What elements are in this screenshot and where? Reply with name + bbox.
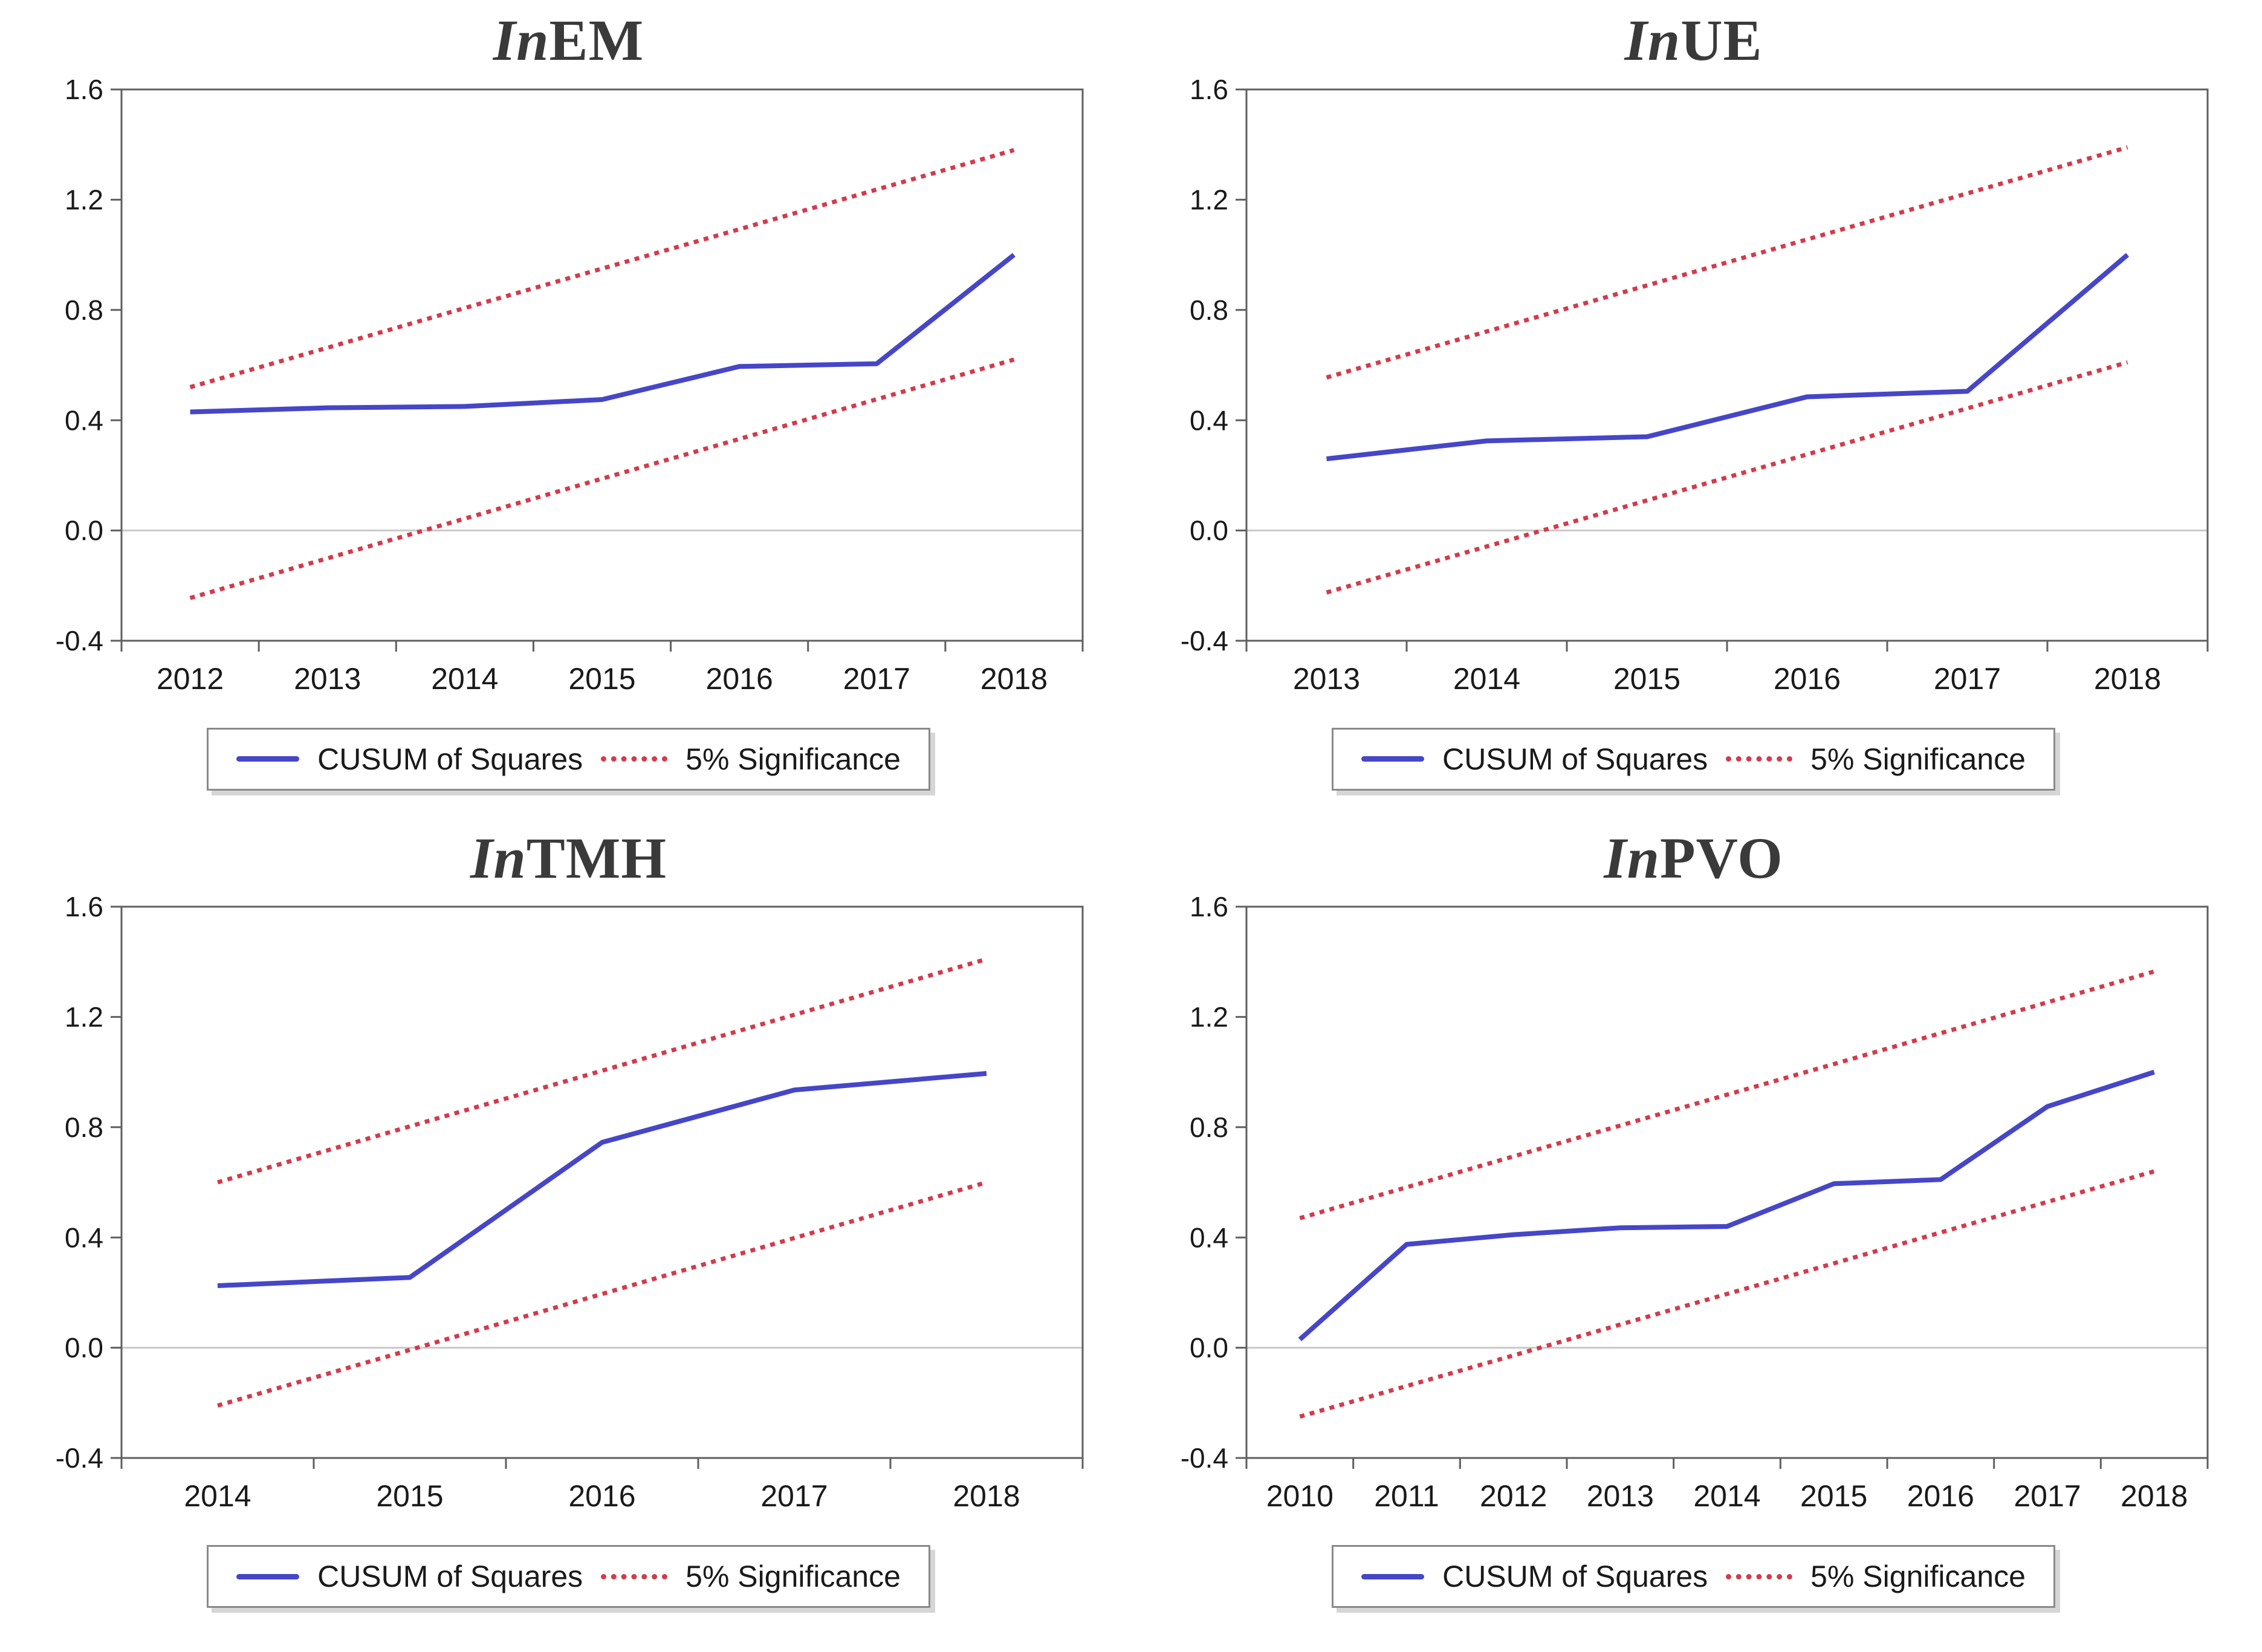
svg-text:0.0: 0.0 xyxy=(1190,1332,1228,1364)
chart-title: InUE xyxy=(1624,8,1762,73)
svg-text:0.8: 0.8 xyxy=(1190,1112,1228,1143)
svg-text:2018: 2018 xyxy=(2121,1479,2188,1513)
svg-text:1.6: 1.6 xyxy=(65,79,103,105)
svg-text:2017: 2017 xyxy=(1933,662,2000,696)
cusum-line-swatch xyxy=(1361,1573,1425,1579)
chart-title: InTMH xyxy=(470,826,667,890)
svg-text:2015: 2015 xyxy=(1613,662,1680,696)
svg-text:0.8: 0.8 xyxy=(65,294,103,325)
svg-text:-0.4: -0.4 xyxy=(55,625,103,656)
chart-legend: CUSUM of Squares 5% Significance xyxy=(207,1545,930,1608)
svg-text:2015: 2015 xyxy=(568,662,635,696)
cusum-line-swatch xyxy=(236,1573,300,1579)
svg-text:-0.4: -0.4 xyxy=(1180,625,1228,656)
significance-legend-label: 5% Significance xyxy=(1810,742,2026,776)
svg-text:2013: 2013 xyxy=(1586,1479,1653,1513)
significance-legend-label: 5% Significance xyxy=(1810,1560,2026,1594)
svg-text:2013: 2013 xyxy=(1292,662,1359,696)
svg-text:2018: 2018 xyxy=(953,1479,1020,1513)
chart-title-main: PVO xyxy=(1660,825,1783,890)
chart-panel-inue: InUE -0.4 0.0 0.4 0.8 1.2 1.6 2013 2014 2015 2016… xyxy=(1143,5,2244,823)
svg-text:2017: 2017 xyxy=(760,1479,828,1513)
svg-text:2014: 2014 xyxy=(431,662,498,696)
svg-text:-0.4: -0.4 xyxy=(55,1442,103,1474)
cusum-legend-label: CUSUM of Squares xyxy=(317,1560,583,1594)
cusum-of-squares-chart: -0.4 0.0 0.4 0.8 1.2 1.6 2010 2011 2012 2013 2014 2… xyxy=(1180,896,2208,1513)
chart-legend: CUSUM of Squares 5% Significance xyxy=(1332,1545,2055,1608)
significance-legend-label: 5% Significance xyxy=(685,1560,901,1594)
chart-panel-inem: InEM -0.4 0.0 0.4 0.8 1.2 1.6 2012 2013 2014 2015… xyxy=(18,5,1119,823)
cusum-legend-label: CUSUM of Squares xyxy=(1442,742,1708,776)
svg-text:2011: 2011 xyxy=(1374,1479,1439,1513)
svg-text:2017: 2017 xyxy=(2014,1479,2081,1513)
chart-title-prefix: In xyxy=(1604,825,1661,890)
svg-text:0.0: 0.0 xyxy=(65,514,103,546)
svg-text:1.2: 1.2 xyxy=(65,184,103,215)
svg-text:2016: 2016 xyxy=(568,1479,635,1513)
chart-legend: CUSUM of Squares 5% Significance xyxy=(207,727,930,791)
svg-text:1.2: 1.2 xyxy=(65,1002,103,1033)
svg-text:1.2: 1.2 xyxy=(1190,1002,1228,1033)
chart-title-prefix: In xyxy=(1624,8,1681,73)
svg-text:0.8: 0.8 xyxy=(1190,294,1228,325)
svg-text:1.6: 1.6 xyxy=(1190,79,1228,105)
svg-text:0.4: 0.4 xyxy=(65,404,103,436)
cusum-of-squares-chart: -0.4 0.0 0.4 0.8 1.2 1.6 2013 2014 2015 2016 2017 2… xyxy=(1180,79,2208,696)
svg-text:2013: 2013 xyxy=(294,662,361,696)
svg-text:2018: 2018 xyxy=(980,662,1047,696)
significance-legend-label: 5% Significance xyxy=(685,742,901,776)
svg-text:2012: 2012 xyxy=(156,662,223,696)
cusum-legend-label: CUSUM of Squares xyxy=(1442,1560,1708,1594)
svg-text:1.2: 1.2 xyxy=(1190,184,1228,215)
cusum-of-squares-chart: -0.4 0.0 0.4 0.8 1.2 1.6 2014 2015 2016 2017 2018 xyxy=(55,896,1083,1513)
svg-text:0.4: 0.4 xyxy=(1190,404,1228,436)
significance-line-swatch xyxy=(601,1573,668,1579)
chart-title-main: UE xyxy=(1680,8,1763,73)
svg-text:2014: 2014 xyxy=(184,1479,251,1513)
svg-text:0.0: 0.0 xyxy=(1190,514,1228,546)
svg-text:2018: 2018 xyxy=(2093,662,2160,696)
significance-line-swatch xyxy=(1726,756,1793,762)
chart-title: InEM xyxy=(493,8,644,73)
svg-text:0.0: 0.0 xyxy=(65,1332,103,1364)
chart-title-prefix: In xyxy=(493,8,549,73)
cusum-line-swatch xyxy=(236,756,300,762)
chart-title-main: EM xyxy=(549,8,644,73)
svg-text:2012: 2012 xyxy=(1480,1479,1547,1513)
svg-text:2016: 2016 xyxy=(705,662,773,696)
svg-text:2014: 2014 xyxy=(1693,1479,1760,1513)
significance-line-swatch xyxy=(601,756,668,762)
svg-text:0.4: 0.4 xyxy=(65,1222,103,1253)
svg-text:2015: 2015 xyxy=(376,1479,443,1513)
svg-text:-0.4: -0.4 xyxy=(1180,1442,1228,1474)
svg-text:2014: 2014 xyxy=(1453,662,1520,696)
svg-text:0.8: 0.8 xyxy=(65,1112,103,1143)
chart-title-main: TMH xyxy=(526,825,667,890)
svg-text:2010: 2010 xyxy=(1266,1479,1333,1513)
chart-panel-inpvo: InPVO -0.4 0.0 0.4 0.8 1.2 1.6 2010 2011 2012 201… xyxy=(1143,823,2244,1641)
svg-text:0.4: 0.4 xyxy=(1190,1222,1228,1253)
chart-panel-intmh: InTMH -0.4 0.0 0.4 0.8 1.2 1.6 2014 2015 2016 201… xyxy=(18,823,1119,1641)
cusum-of-squares-chart: -0.4 0.0 0.4 0.8 1.2 1.6 2012 2013 2014 2015 2016 2… xyxy=(55,79,1083,696)
svg-text:1.6: 1.6 xyxy=(1190,896,1228,922)
cusum-line-swatch xyxy=(1361,756,1425,762)
chart-title: InPVO xyxy=(1604,826,1783,890)
cusum-legend-label: CUSUM of Squares xyxy=(317,742,583,776)
svg-text:2015: 2015 xyxy=(1800,1479,1867,1513)
svg-text:2016: 2016 xyxy=(1773,662,1840,696)
significance-line-swatch xyxy=(1726,1573,1793,1579)
svg-text:1.6: 1.6 xyxy=(65,896,103,922)
chart-legend: CUSUM of Squares 5% Significance xyxy=(1332,727,2055,791)
svg-text:2017: 2017 xyxy=(843,662,910,696)
chart-title-prefix: In xyxy=(470,825,527,890)
svg-text:2016: 2016 xyxy=(1907,1479,1974,1513)
